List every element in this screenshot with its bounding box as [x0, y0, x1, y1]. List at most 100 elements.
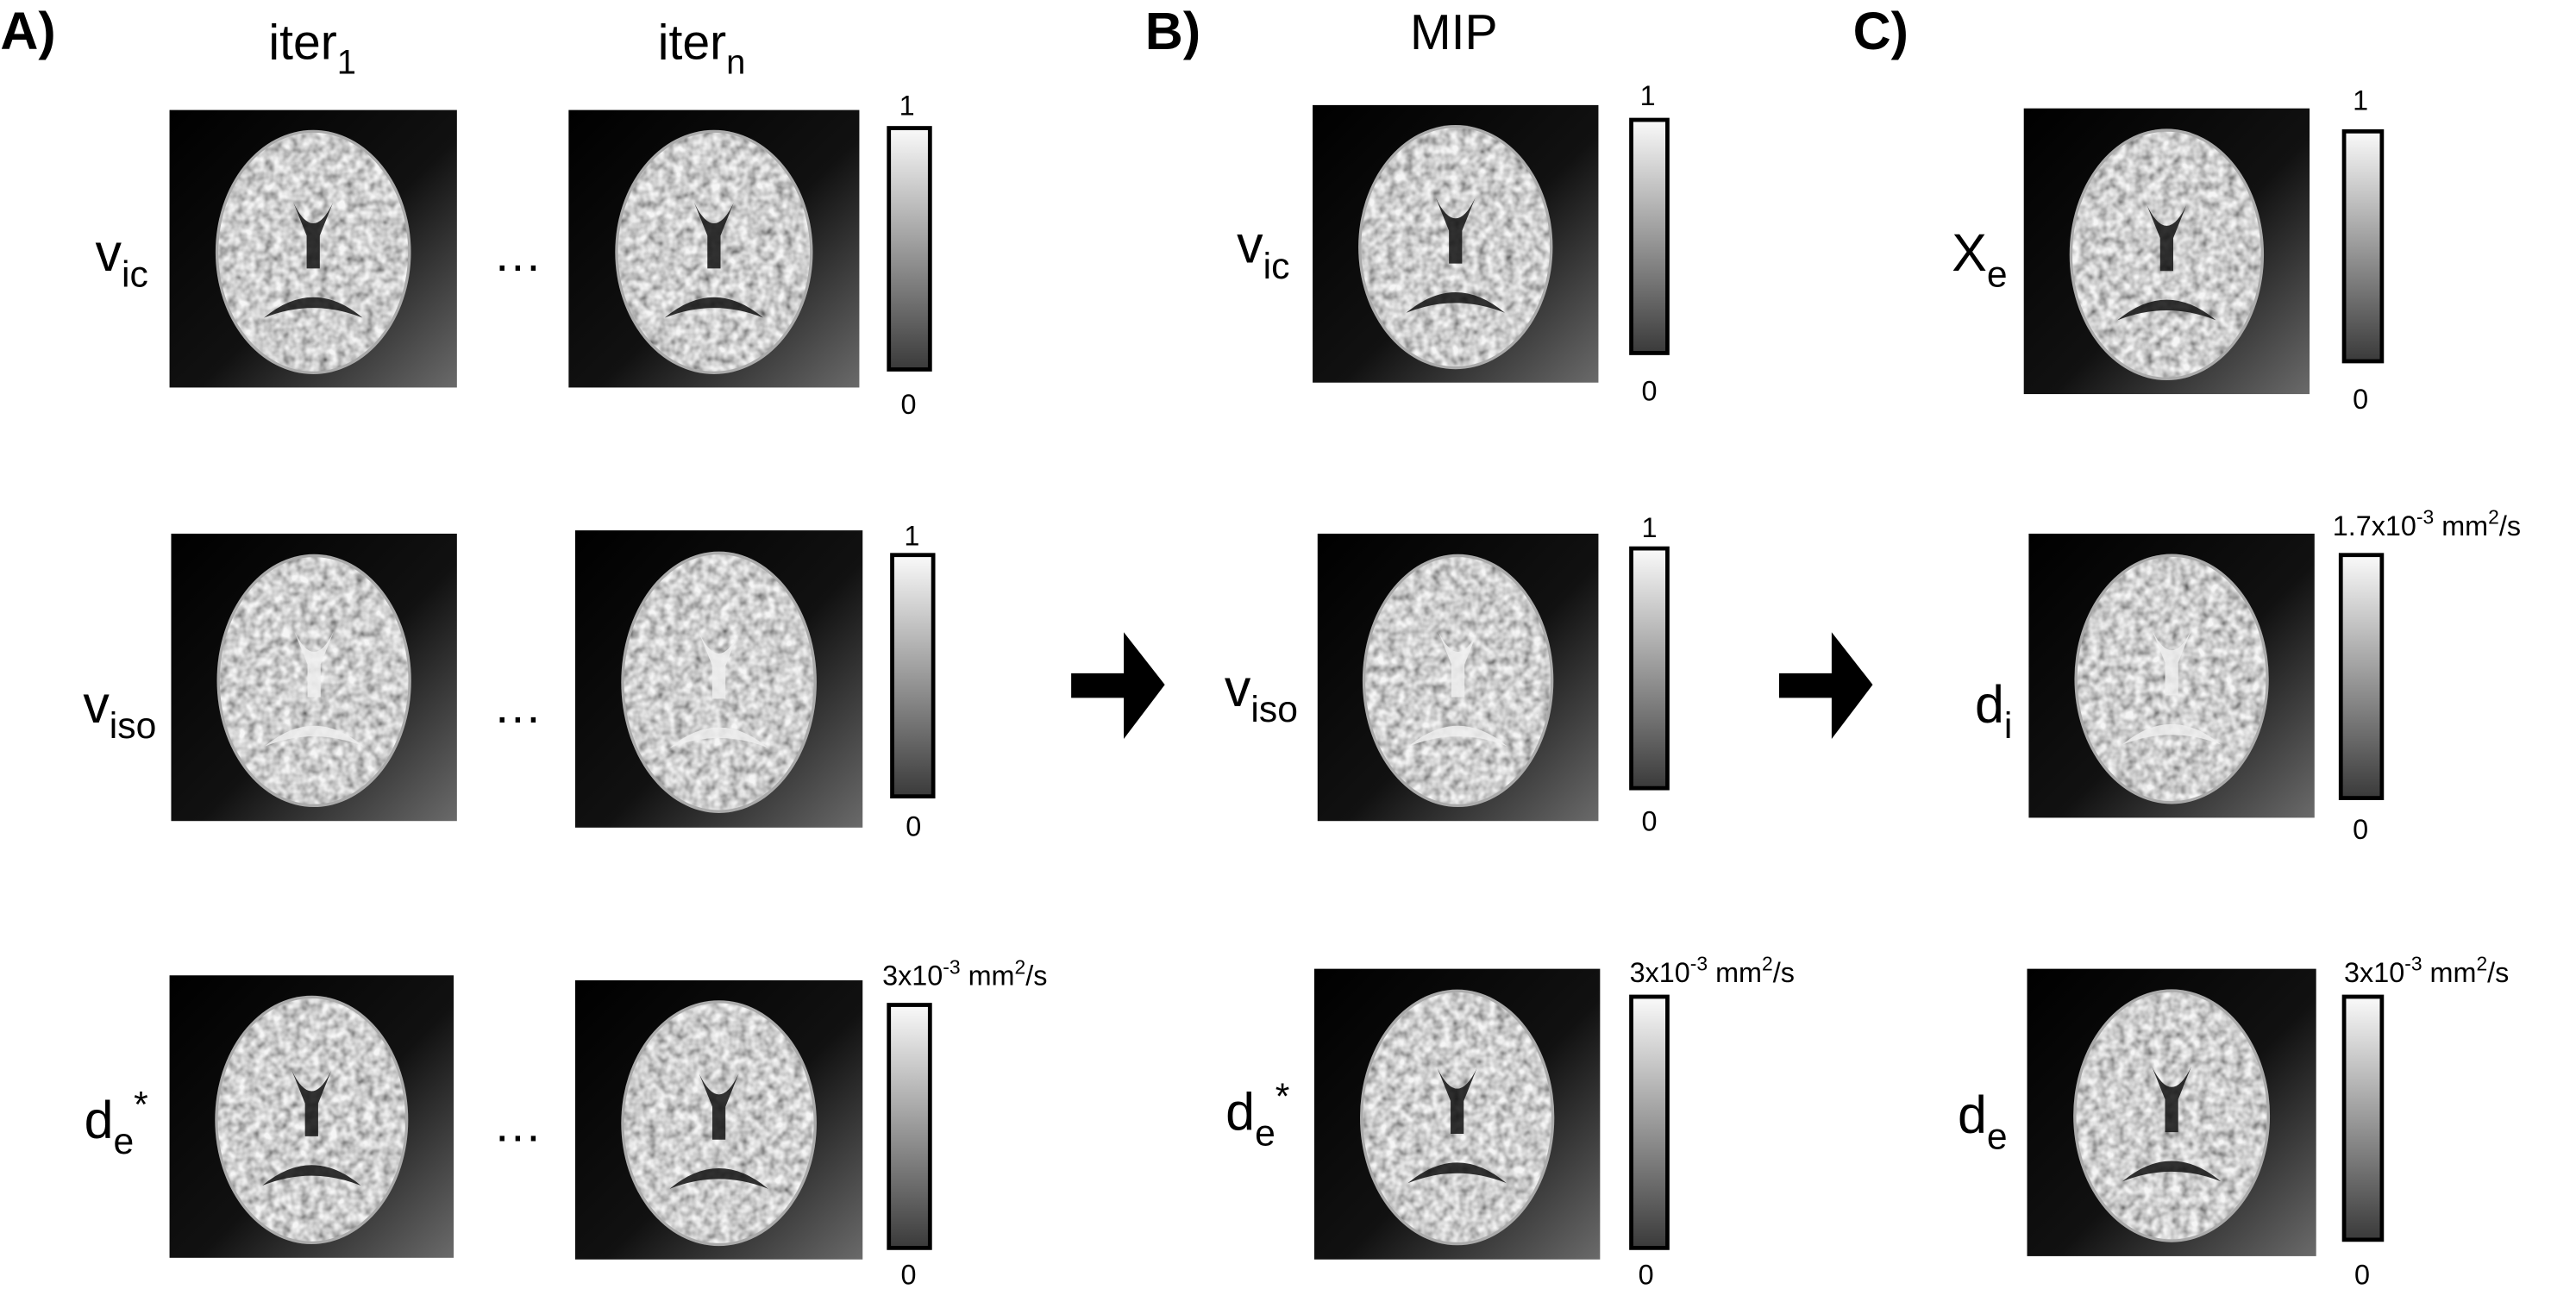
ventricle — [265, 725, 364, 747]
label-base: v — [1237, 216, 1263, 274]
ellipsis: … — [493, 227, 542, 282]
column-header: iter1 — [268, 16, 356, 82]
column-header: itern — [658, 16, 746, 82]
ventricle — [2152, 1066, 2191, 1133]
ventricle — [291, 1070, 332, 1136]
colorbar — [2341, 994, 2385, 1242]
row-label: viso — [83, 675, 156, 747]
scale-max-label: 3x10-3 mm2/s — [882, 955, 1047, 991]
brain-image — [2027, 968, 2316, 1256]
scale-number: 0 — [2353, 814, 2368, 845]
ventricle — [1435, 197, 1476, 264]
label-base: iter — [658, 16, 726, 71]
label-subscript: 1 — [337, 44, 356, 82]
scale-unit-tail: /s — [2499, 510, 2521, 541]
label-base: d — [1975, 675, 2004, 734]
scale-unit-exponent: 2 — [2488, 506, 2499, 529]
label-base: iter — [268, 16, 336, 71]
brain-image — [574, 530, 863, 828]
scale-min-label: 0 — [1641, 376, 1657, 407]
scale-unit: mm — [2422, 957, 2477, 988]
scale-unit-tail: /s — [1773, 957, 1795, 988]
panel-label: C) — [1853, 2, 1908, 60]
ventricle — [699, 1073, 739, 1140]
ventricle — [264, 297, 363, 318]
scale-unit-exponent: 2 — [1014, 955, 1025, 978]
ventricle — [669, 727, 768, 748]
label-superscript: * — [134, 1084, 148, 1125]
row-label: Xe — [1952, 223, 2007, 295]
scale-unit-exponent: 2 — [1762, 953, 1773, 975]
label-subscript: ic — [122, 254, 148, 296]
scale-number: 1 — [1640, 80, 1656, 111]
scale-number: 1 — [904, 520, 919, 551]
scale-max-label: 1 — [899, 90, 915, 121]
colorbar — [1629, 546, 1670, 791]
row-label: de* — [85, 1084, 148, 1162]
scale-unit: mm — [2434, 510, 2488, 541]
scale-number: 0 — [2354, 1259, 2370, 1289]
brain-image — [2023, 108, 2310, 395]
row-label: vic — [96, 223, 148, 295]
row-label: di — [1975, 675, 2012, 747]
scale-min-label: 0 — [1641, 806, 1657, 837]
ventricle — [664, 297, 764, 318]
brain-image — [1317, 533, 1599, 822]
brain-image — [169, 975, 454, 1258]
scale-max-label: 3x10-3 mm2/s — [1630, 953, 1795, 988]
ventricle — [293, 203, 334, 269]
scale-min-label: 0 — [901, 1259, 917, 1289]
scale-min-label: 0 — [2353, 384, 2368, 415]
label-base: X — [1952, 223, 1987, 282]
ventricle — [1408, 725, 1507, 747]
scale-number: 1 — [1641, 512, 1657, 543]
row-label: viso — [1225, 659, 1298, 730]
label-base: v — [83, 675, 110, 734]
panel-label: B) — [1145, 2, 1200, 60]
colorbar — [1629, 117, 1670, 355]
scale-number: 1.7x10 — [2333, 510, 2416, 541]
ventricle — [2147, 205, 2187, 272]
ventricle — [699, 633, 739, 699]
brain-image — [1313, 968, 1601, 1260]
label-base: d — [1225, 1082, 1255, 1141]
ventricle — [262, 1165, 361, 1186]
scale-min-label: 0 — [906, 810, 921, 842]
scale-max-label: 1 — [1640, 80, 1656, 111]
ellipsis: … — [493, 1098, 542, 1153]
scale-min-label: 0 — [1639, 1259, 1654, 1289]
ventricle — [669, 1168, 768, 1189]
scale-number: 1 — [2353, 85, 2368, 116]
label-subscript: iso — [110, 705, 157, 747]
row-label: de — [1958, 1086, 2008, 1157]
scale-number: 1 — [899, 90, 915, 121]
scale-exponent: -3 — [2416, 506, 2434, 529]
arrow — [1071, 632, 1165, 740]
label-base: MIP — [1410, 5, 1498, 60]
colorbar — [890, 553, 936, 799]
scale-number: 0 — [1641, 376, 1657, 407]
scale-unit-tail: /s — [2487, 957, 2509, 988]
brain-image — [574, 979, 863, 1260]
label-subscript: e — [1987, 1116, 2008, 1157]
ellipsis: … — [493, 679, 542, 734]
row-label: de* — [1225, 1076, 1289, 1154]
label-subscript: e — [1255, 1113, 1275, 1154]
scale-max-label: 1 — [1641, 512, 1657, 543]
colorbar — [2341, 128, 2385, 364]
ventricle — [694, 203, 734, 269]
scale-max-label: 1 — [2353, 85, 2368, 116]
brain-image — [568, 110, 860, 388]
scale-max-label: 3x10-3 mm2/s — [2344, 953, 2509, 988]
scale-unit-exponent: 2 — [2476, 953, 2487, 975]
scale-number: 0 — [2353, 384, 2368, 415]
scale-number: 0 — [1641, 806, 1657, 837]
label-base: d — [1958, 1086, 1987, 1144]
scale-number: 3x10 — [1630, 957, 1690, 988]
scale-number: 3x10 — [2344, 957, 2404, 988]
brain-image — [1313, 104, 1599, 383]
label-subscript: ic — [1263, 246, 1290, 287]
label-subscript: iso — [1250, 689, 1298, 730]
